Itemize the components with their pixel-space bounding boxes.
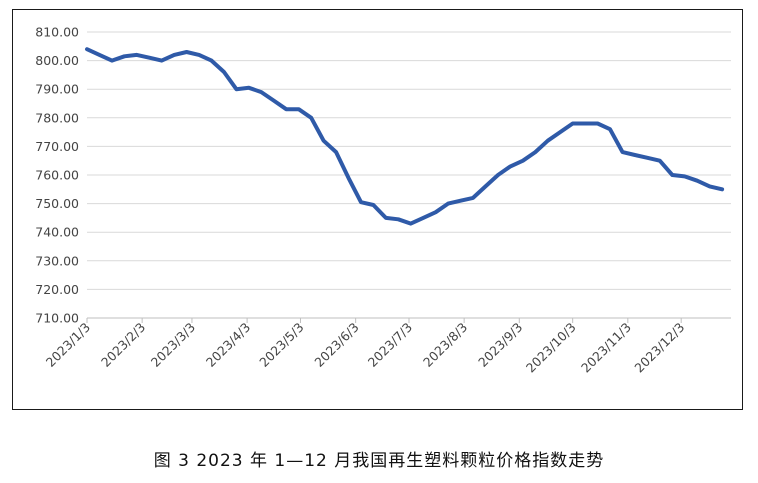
data-point: [297, 107, 301, 111]
x-tick-label: 2023/6/3: [311, 320, 361, 370]
data-point: [508, 164, 512, 168]
data-point: [322, 139, 326, 143]
data-point: [210, 59, 213, 63]
y-tick-label: 770.00: [35, 139, 79, 154]
data-point: [247, 86, 251, 90]
data-point: [371, 203, 375, 207]
data-point: [284, 107, 288, 111]
data-point: [558, 130, 562, 134]
data-point: [695, 179, 699, 183]
data-point: [197, 53, 201, 57]
data-point: [434, 210, 438, 214]
series-line: [85, 47, 725, 226]
y-tick-label: 720.00: [35, 282, 79, 297]
x-tick-label: 2023/4/3: [203, 320, 253, 370]
x-tick-label: 2023/1/3: [43, 320, 93, 370]
y-tick-label: 790.00: [35, 82, 79, 97]
y-tick-label: 800.00: [35, 53, 79, 68]
y-tick-label: 730.00: [35, 253, 79, 268]
data-point: [596, 122, 600, 125]
x-tick-label: 2023/8/3: [420, 320, 470, 370]
data-point: [185, 50, 189, 54]
data-point: [222, 70, 226, 74]
chart-frame: 810.00 800.00 790.00 780.00 770.00 760.00 750.…: [12, 9, 743, 410]
data-point: [272, 99, 276, 103]
data-point: [521, 159, 525, 163]
x-tick-label: 2023/5/3: [256, 320, 306, 370]
data-point: [259, 90, 263, 94]
data-point: [135, 53, 139, 57]
x-tick-label: 2023/3/3: [148, 320, 198, 370]
x-tick-label: 2023/2/3: [98, 320, 148, 370]
figure-caption: 图 3 2023 年 1—12 月我国再生塑料颗粒价格指数走势: [153, 451, 605, 471]
data-point: [98, 53, 101, 57]
x-tick-label: 2023/10/3: [523, 320, 579, 376]
data-point: [384, 216, 388, 220]
data-point: [621, 150, 624, 154]
data-point: [658, 159, 662, 163]
data-point: [633, 153, 637, 157]
data-point: [396, 217, 400, 221]
data-point: [446, 202, 450, 206]
data-point: [160, 59, 164, 63]
data-point: [234, 87, 238, 91]
x-tick-label: 2023/12/3: [631, 320, 687, 376]
data-point: [459, 199, 463, 203]
data-point: [708, 184, 712, 188]
data-point: [359, 200, 363, 204]
data-point: [110, 59, 114, 63]
x-tick-label: 2023/9/3: [475, 320, 525, 370]
x-tick-label: 2023/7/3: [365, 320, 415, 370]
data-point: [85, 47, 89, 51]
data-point: [409, 222, 413, 226]
y-tick-label: 810.00: [35, 25, 79, 40]
price-index-line-chart: 810.00 800.00 790.00 780.00 770.00 760.00 750.…: [35, 25, 731, 376]
x-tick-label: 2023/11/3: [578, 320, 634, 376]
data-point: [583, 122, 587, 125]
data-point: [421, 216, 425, 220]
data-point: [720, 187, 724, 191]
data-point: [683, 174, 687, 178]
data-point: [670, 173, 674, 177]
y-tick-label: 750.00: [35, 196, 79, 211]
data-point: [309, 116, 313, 120]
data-point: [471, 196, 475, 200]
data-point: [484, 184, 487, 188]
y-tick-label: 710.00: [35, 311, 79, 326]
data-point: [533, 150, 537, 154]
y-tick-label: 760.00: [35, 168, 79, 183]
data-point: [496, 173, 500, 177]
data-point: [546, 139, 550, 143]
data-point: [122, 54, 126, 58]
y-tick-label: 780.00: [35, 110, 79, 125]
data-point: [334, 150, 338, 154]
data-point: [172, 53, 176, 57]
data-point: [147, 56, 151, 60]
y-tick-label: 740.00: [35, 225, 79, 240]
data-point: [608, 127, 612, 131]
data-point: [571, 122, 575, 125]
data-point: [645, 156, 649, 160]
data-point: [347, 176, 350, 180]
